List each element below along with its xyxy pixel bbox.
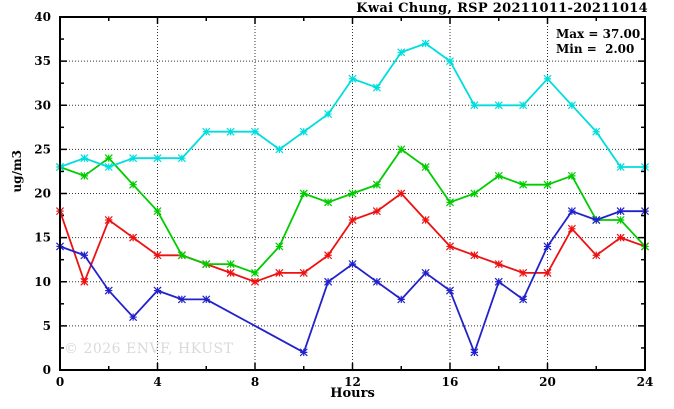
min-value-label: Min = 2.00 [556, 42, 635, 56]
y-tick-label: 35 [34, 54, 51, 68]
y-tick-label: 0 [43, 363, 51, 377]
blue-line-path [59, 210, 645, 355]
x-axis-title: Hours [330, 386, 375, 401]
x-tick-label: 4 [153, 375, 161, 389]
grid [60, 17, 645, 370]
y-tick-label: 5 [43, 319, 51, 333]
y-tick-label: 25 [34, 142, 51, 156]
chart-title: Kwai Chung, RSP 20211011-20211014 [356, 1, 648, 16]
x-tick-label: 0 [56, 375, 64, 389]
y-axis-title: ug/m3 [10, 150, 24, 193]
max-value-label: Max = 37.00 [556, 27, 641, 41]
x-tick-label: 24 [637, 375, 654, 389]
tick-labels: 0 5 10 15 20 25 30 35 40 0 4 8 12 16 20 24 [34, 10, 653, 389]
y-tick-label: 30 [34, 98, 51, 112]
plot-border [59, 16, 646, 371]
x-tick-label: 12 [344, 375, 361, 389]
x-tick-label: 8 [251, 375, 259, 389]
y-tick-label: 10 [34, 275, 51, 289]
series-red-line [55, 189, 650, 286]
x-tick-label: 16 [442, 375, 459, 389]
y-tick-label: 15 [34, 231, 51, 245]
series-green-line [55, 145, 650, 277]
watermark: © 2026 ENVF, HKUST [64, 341, 234, 357]
red-line-markers [55, 189, 650, 286]
y-tick-label: 20 [34, 187, 51, 201]
green-line-markers [55, 145, 650, 277]
maxmin-annotation: Max = 37.00 Min = 2.00 [556, 27, 640, 57]
y-tick-label: 40 [34, 10, 51, 24]
x-tick-label: 20 [539, 375, 556, 389]
